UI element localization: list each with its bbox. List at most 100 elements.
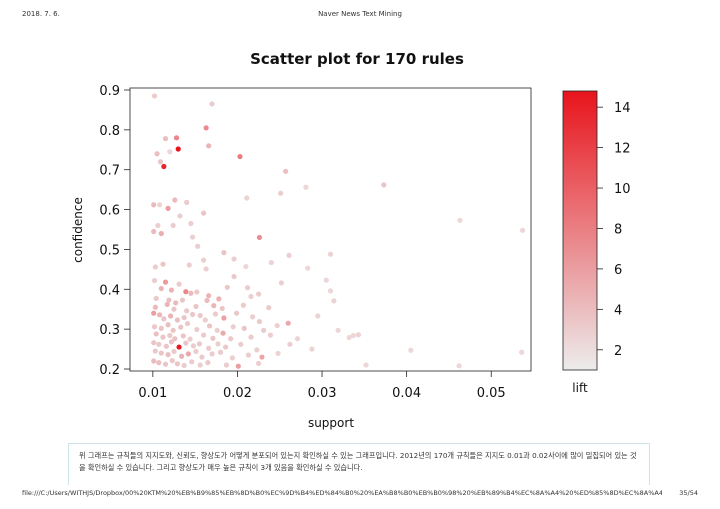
caption-box: 위 그래프는 규칙들의 지지도와, 신뢰도, 향상도가 어떻게 분포되어 있는지… [68, 443, 650, 485]
data-point [241, 325, 247, 331]
data-point [217, 349, 224, 355]
data-point [193, 348, 199, 355]
footer-page-number: 35/54 [679, 489, 698, 497]
data-point [230, 324, 236, 330]
data-point [274, 322, 280, 329]
data-point [170, 222, 176, 229]
data-point [172, 197, 178, 203]
data-point [250, 314, 256, 320]
data-point [196, 341, 202, 347]
legend-tick-label: 10 [614, 182, 631, 197]
plot-area [129, 87, 532, 372]
data-point [169, 358, 175, 364]
scatter-points [151, 93, 526, 369]
data-point [285, 320, 291, 326]
data-point [165, 322, 171, 328]
data-point [215, 341, 221, 347]
data-point [255, 360, 262, 367]
data-point [168, 339, 175, 345]
data-point [190, 234, 196, 240]
data-point [176, 344, 182, 350]
data-point [151, 93, 158, 99]
data-point [519, 227, 526, 233]
data-point [231, 256, 237, 262]
data-point [168, 313, 174, 319]
data-point [153, 295, 159, 302]
data-point [294, 336, 301, 342]
color-legend-bar [562, 90, 598, 371]
legend-tick-label: 12 [614, 142, 631, 157]
data-point [267, 332, 274, 338]
data-point [167, 149, 173, 155]
data-point [151, 277, 158, 284]
data-point [194, 289, 200, 295]
data-point [238, 341, 244, 347]
data-point [162, 361, 169, 367]
print-date: 2018. 7. 6. [22, 10, 60, 18]
data-point [151, 310, 157, 316]
y-tick-label: 0.2 [99, 363, 120, 378]
data-point [222, 344, 229, 350]
data-point [160, 334, 166, 340]
data-point [170, 327, 176, 333]
data-point [187, 336, 193, 342]
data-point [157, 159, 164, 165]
data-point [287, 341, 293, 347]
data-point [350, 332, 356, 339]
data-point [171, 306, 177, 312]
data-point [181, 314, 187, 321]
color-legend-ticks: 2 4 6 8 10 12 14 [597, 101, 631, 359]
x-tick-label: 0.05 [477, 386, 506, 401]
data-point [305, 265, 311, 271]
data-point [233, 310, 240, 316]
legend-tick-label: 4 [614, 303, 622, 318]
data-point [323, 277, 329, 283]
data-point [216, 296, 222, 302]
y-axis-label: confidence [71, 197, 85, 263]
data-point [212, 311, 219, 317]
data-point [160, 261, 166, 267]
data-point [184, 199, 190, 205]
data-point [173, 300, 179, 306]
data-point [153, 331, 159, 337]
data-point [183, 289, 189, 295]
data-point [193, 303, 199, 310]
data-point [346, 334, 352, 341]
data-point [186, 262, 192, 268]
data-point [278, 280, 285, 286]
x-tick-label: 0.03 [308, 386, 337, 401]
y-tick-label: 0.8 [99, 124, 120, 139]
data-point [152, 348, 158, 354]
data-point [157, 312, 163, 318]
data-point [240, 302, 246, 308]
data-point [309, 346, 315, 352]
data-point [158, 350, 164, 356]
data-point [220, 330, 226, 336]
data-point [209, 101, 215, 107]
data-point [244, 195, 250, 201]
data-point [381, 182, 387, 188]
data-point [174, 361, 180, 367]
data-point [203, 125, 209, 131]
data-point [205, 360, 211, 366]
color-legend-label: lift [572, 381, 588, 395]
data-point [164, 301, 170, 308]
data-point [188, 290, 194, 296]
data-point [158, 230, 164, 237]
data-point [154, 151, 160, 157]
data-point [161, 316, 167, 322]
data-point [266, 305, 272, 311]
data-point [456, 363, 462, 369]
data-point [184, 308, 190, 314]
data-point [363, 362, 369, 368]
print-title: Naver News Text Mining [318, 10, 402, 18]
data-point [158, 325, 164, 331]
data-point [151, 324, 158, 330]
data-point [243, 263, 249, 270]
y-axis: 0.2 0.3 0.4 0.5 0.6 0.7 0.8 0.9 [99, 84, 130, 378]
footer-url: file:///C:/Users/WITHJS/Dropbox/00%20KTM… [22, 489, 662, 497]
legend-tick-label: 2 [614, 344, 622, 359]
data-point [178, 324, 184, 330]
chart-title: Scatter plot for 170 rules [250, 50, 464, 68]
